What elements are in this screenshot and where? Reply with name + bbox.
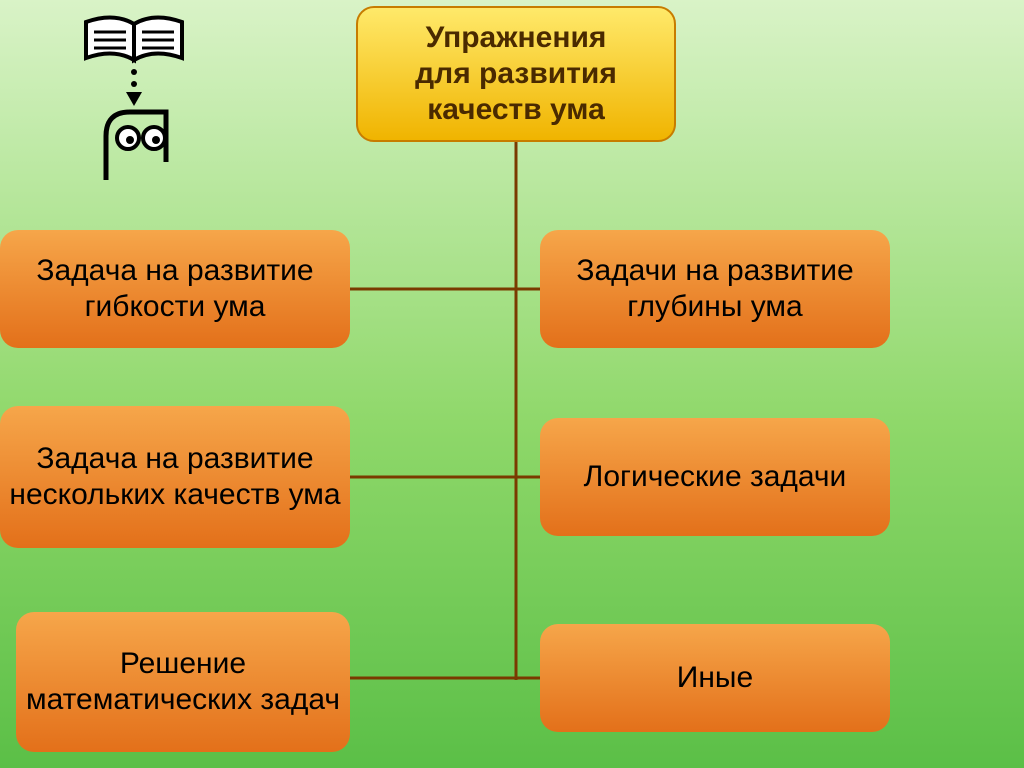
child-node-right2: Логические задачи bbox=[540, 418, 890, 536]
book-to-head-icon bbox=[76, 10, 196, 180]
root-node: Упражнениядля развитиякачеств ума bbox=[356, 6, 676, 142]
child-node-left1: Задача на развитие гибкости ума bbox=[0, 230, 350, 348]
child-node-left2: Задача на развитие нескольких качеств ум… bbox=[0, 406, 350, 548]
child-node-left3: Решение математических задач bbox=[16, 612, 350, 752]
diagram-canvas: Упражнениядля развитиякачеств ума Задача… bbox=[0, 0, 1024, 768]
child-node-right3: Иные bbox=[540, 624, 890, 732]
child-node-right1: Задачи на развитие глубины ума bbox=[540, 230, 890, 348]
